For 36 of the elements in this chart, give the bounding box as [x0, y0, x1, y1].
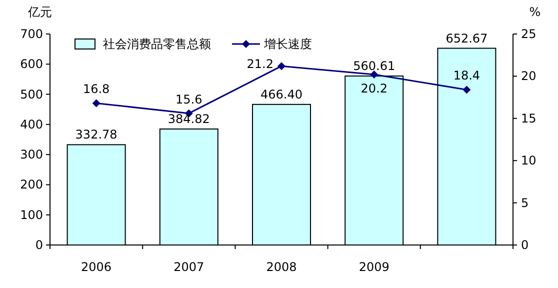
x-tick-label: 2008 [266, 260, 297, 274]
data-label: 652.67 [446, 31, 488, 46]
data-label: 560.61 [353, 59, 396, 74]
y-tick-label: 0 [35, 238, 43, 252]
data-label: 384.82 [168, 112, 210, 126]
y2-tick-label: 25 [521, 27, 536, 41]
y2-axis-title: % [529, 5, 541, 19]
data-label: 20.2 [360, 82, 388, 96]
y-tick-label: 500 [20, 87, 43, 102]
point [92, 99, 100, 108]
y-tick-label: 300 [20, 148, 43, 162]
y2-tick-label: 0 [521, 238, 529, 252]
data-label: 332.78 [75, 128, 118, 142]
y2-tick-label: 20 [521, 69, 536, 84]
y-tick-label: 600 [20, 57, 43, 72]
legend-label: 社会消费品零售总额 [103, 37, 211, 51]
data-label: 15.6 [176, 92, 202, 106]
x-tick-label: 2006 [81, 260, 112, 274]
x-tick-label: 2007 [174, 260, 204, 274]
data-label: 21.2 [246, 57, 274, 72]
point [370, 70, 378, 79]
data-label: 16.8 [82, 82, 110, 96]
point [278, 62, 286, 70]
data-label: 18.4 [453, 68, 480, 83]
y2-tick-label: 5 [521, 196, 529, 210]
y-tick-label: 400 [20, 117, 43, 132]
point [462, 86, 471, 94]
legend-label: 增长速度 [263, 37, 312, 51]
y-tick-label: 700 [20, 27, 43, 41]
data-label: 466.40 [260, 87, 302, 102]
y2-tick-label: 10 [521, 154, 536, 168]
y-axis-title: 亿元 [27, 5, 52, 19]
y-tick-label: 200 [20, 178, 43, 192]
y-tick-label: 100 [20, 208, 43, 222]
y2-tick-label: 15 [521, 111, 536, 126]
x-tick-label: 2009 [358, 260, 390, 274]
